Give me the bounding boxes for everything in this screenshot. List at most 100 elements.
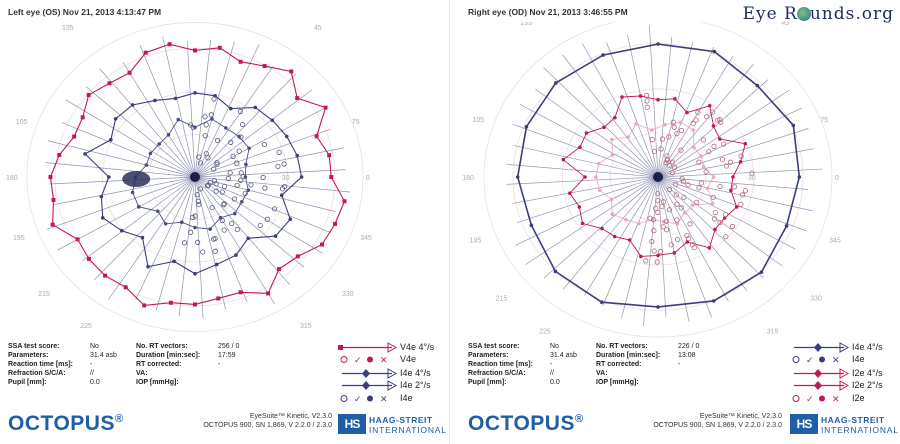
angle-label: 195 [470, 237, 482, 244]
static-point [663, 160, 669, 166]
grid-ring [483, 22, 833, 338]
static-point [230, 153, 236, 160]
static-point [282, 183, 288, 190]
isopter-point [678, 120, 683, 125]
isopter-point [329, 175, 334, 179]
static-point [729, 223, 736, 230]
angle-label: 315 [300, 323, 312, 330]
kinetic-vector [194, 176, 323, 254]
isopter-point [637, 221, 641, 226]
legend-label: I2e 2°/s [852, 380, 883, 390]
isopter-point [119, 228, 124, 233]
isopter-point [553, 269, 558, 274]
static-point [674, 130, 680, 137]
isopter-point [208, 227, 212, 231]
isopter-point [613, 115, 617, 120]
static-point [659, 136, 666, 142]
static-point [653, 205, 659, 212]
kinetic-vector [99, 68, 196, 178]
static-point [214, 161, 220, 168]
isopter-point [609, 197, 614, 202]
kinetic-vector [194, 109, 323, 178]
isopter-point [244, 162, 248, 167]
isopter-point [691, 128, 696, 132]
angle-label: 215 [38, 291, 50, 298]
static-point [721, 141, 727, 147]
param-label: Duration [min:sec]: [136, 352, 201, 359]
static-point [690, 120, 696, 127]
isopter-point [240, 200, 244, 204]
static-point [686, 236, 692, 242]
static-point [203, 122, 209, 128]
isopter-point [624, 217, 628, 222]
param-value: - [678, 361, 681, 368]
kinetic-vector [139, 44, 196, 178]
isopter-point [238, 59, 243, 64]
eyerounds-brand: Eye R unds.org [743, 4, 894, 24]
static-point [196, 201, 202, 208]
static-point [238, 134, 244, 140]
param-value: - [90, 361, 93, 368]
param-label: Parameters: [8, 352, 49, 359]
param-label: Pupil [mm]: [8, 379, 47, 386]
static-point [237, 108, 244, 115]
legend-swatch-i4e-marks: ✓ ✕ [792, 356, 840, 365]
param-label: SSA test score: [468, 343, 520, 350]
param-label: RT corrected: [136, 361, 182, 368]
static-point [238, 177, 244, 183]
static-point [264, 216, 270, 222]
isopter-point [515, 175, 520, 179]
static-point [234, 226, 240, 233]
isopter-point [224, 126, 228, 130]
static-point [192, 213, 198, 219]
kinetic-vector [194, 89, 312, 178]
static-point [696, 159, 702, 165]
param-value: - [218, 361, 221, 368]
isopter-point [51, 197, 56, 202]
static-point [704, 114, 710, 120]
static-point [671, 124, 677, 130]
isopter-point [634, 121, 638, 126]
kinetic-vector [543, 67, 659, 178]
isopter-point [699, 154, 703, 158]
kinetic-vector [649, 25, 659, 178]
static-point [202, 114, 208, 120]
isopter-point [137, 205, 141, 209]
isopter-point [612, 234, 617, 239]
isopter-point [690, 203, 695, 207]
kinetic-vector [657, 168, 823, 178]
kinetic-vector [562, 54, 659, 178]
kinetic-vector [186, 41, 196, 178]
kinetic-vector [657, 107, 803, 178]
isopter-point [583, 175, 587, 179]
isopter-point [148, 151, 153, 156]
static-point [194, 192, 200, 198]
static-point [738, 201, 744, 207]
static-point [685, 182, 691, 188]
isopter-point [685, 110, 689, 115]
static-point [234, 160, 240, 166]
isopter-point [578, 145, 582, 150]
kinetic-vector [194, 44, 260, 178]
static-point [678, 127, 685, 134]
static-point [225, 176, 231, 182]
kinetic-vector [47, 140, 196, 178]
kinetic-vector [512, 176, 659, 204]
static-point [663, 227, 670, 233]
software-info: EyeSuite™ Kinetic, V2.3.0 OCTOPUS 900, S… [653, 412, 782, 430]
kinetic-vector [582, 43, 659, 178]
kinetic-vector [606, 42, 659, 178]
kinetic-vector [194, 41, 235, 178]
isopter-point [327, 153, 332, 158]
isopter-point [705, 186, 710, 191]
static-point [212, 235, 218, 242]
param-label: Refraction S/C/A: [468, 370, 526, 377]
isopter-point [675, 221, 680, 226]
isopter-point [314, 134, 319, 139]
param-value: 31.4 asb [550, 352, 577, 359]
static-point [703, 169, 709, 175]
svg-text:✕: ✕ [380, 356, 388, 365]
static-point [190, 125, 196, 131]
hs-sub: INTERNATIONAL [821, 425, 899, 435]
isopter-point [320, 242, 325, 247]
